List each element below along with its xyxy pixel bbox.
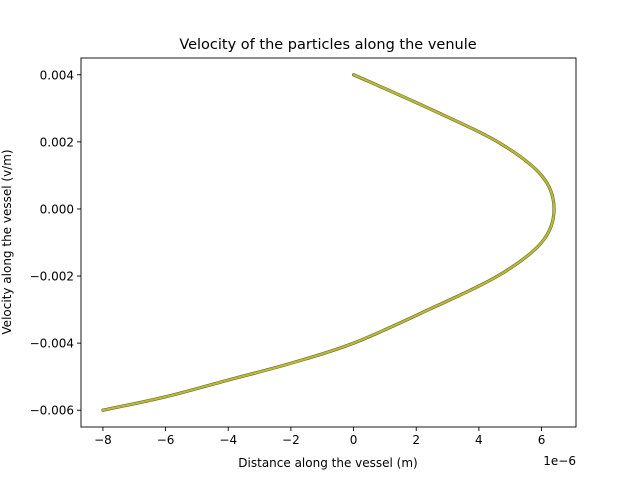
x-tick-label: 0	[350, 433, 358, 447]
y-tick-label: 0.002	[40, 135, 74, 149]
y-tick-label: −0.004	[30, 337, 74, 351]
y-tick-label: 0.000	[40, 202, 74, 216]
x-tick-label: 2	[412, 433, 420, 447]
x-axis-label: Distance along the vessel (m)	[238, 456, 417, 470]
x-tick-label: 6	[538, 433, 546, 447]
x-tick-label: −8	[94, 433, 112, 447]
series-line-shadow	[101, 73, 556, 412]
axes-frame	[80, 57, 577, 428]
x-tick-label: −4	[219, 433, 237, 447]
x-tick-label: −2	[282, 433, 300, 447]
x-axis-offset-label: 1e−6	[543, 454, 576, 468]
y-tick-label: −0.006	[30, 404, 74, 418]
series-line	[101, 73, 556, 412]
y-axis: −0.006 −0.004 −0.002 0.000 0.002 0.004	[30, 68, 81, 418]
y-tick-label: −0.002	[30, 270, 74, 284]
y-tick-label: 0.004	[40, 68, 74, 82]
y-axis-label: Velocity along the vessel (v/m)	[0, 149, 14, 334]
plot-area	[101, 73, 556, 412]
chart-title: Velocity of the particles along the venu…	[179, 37, 476, 53]
x-tick-label: 4	[475, 433, 483, 447]
x-tick-label: −6	[157, 433, 175, 447]
x-axis: −8 −6 −4 −2 0 2 4 6	[94, 427, 545, 447]
